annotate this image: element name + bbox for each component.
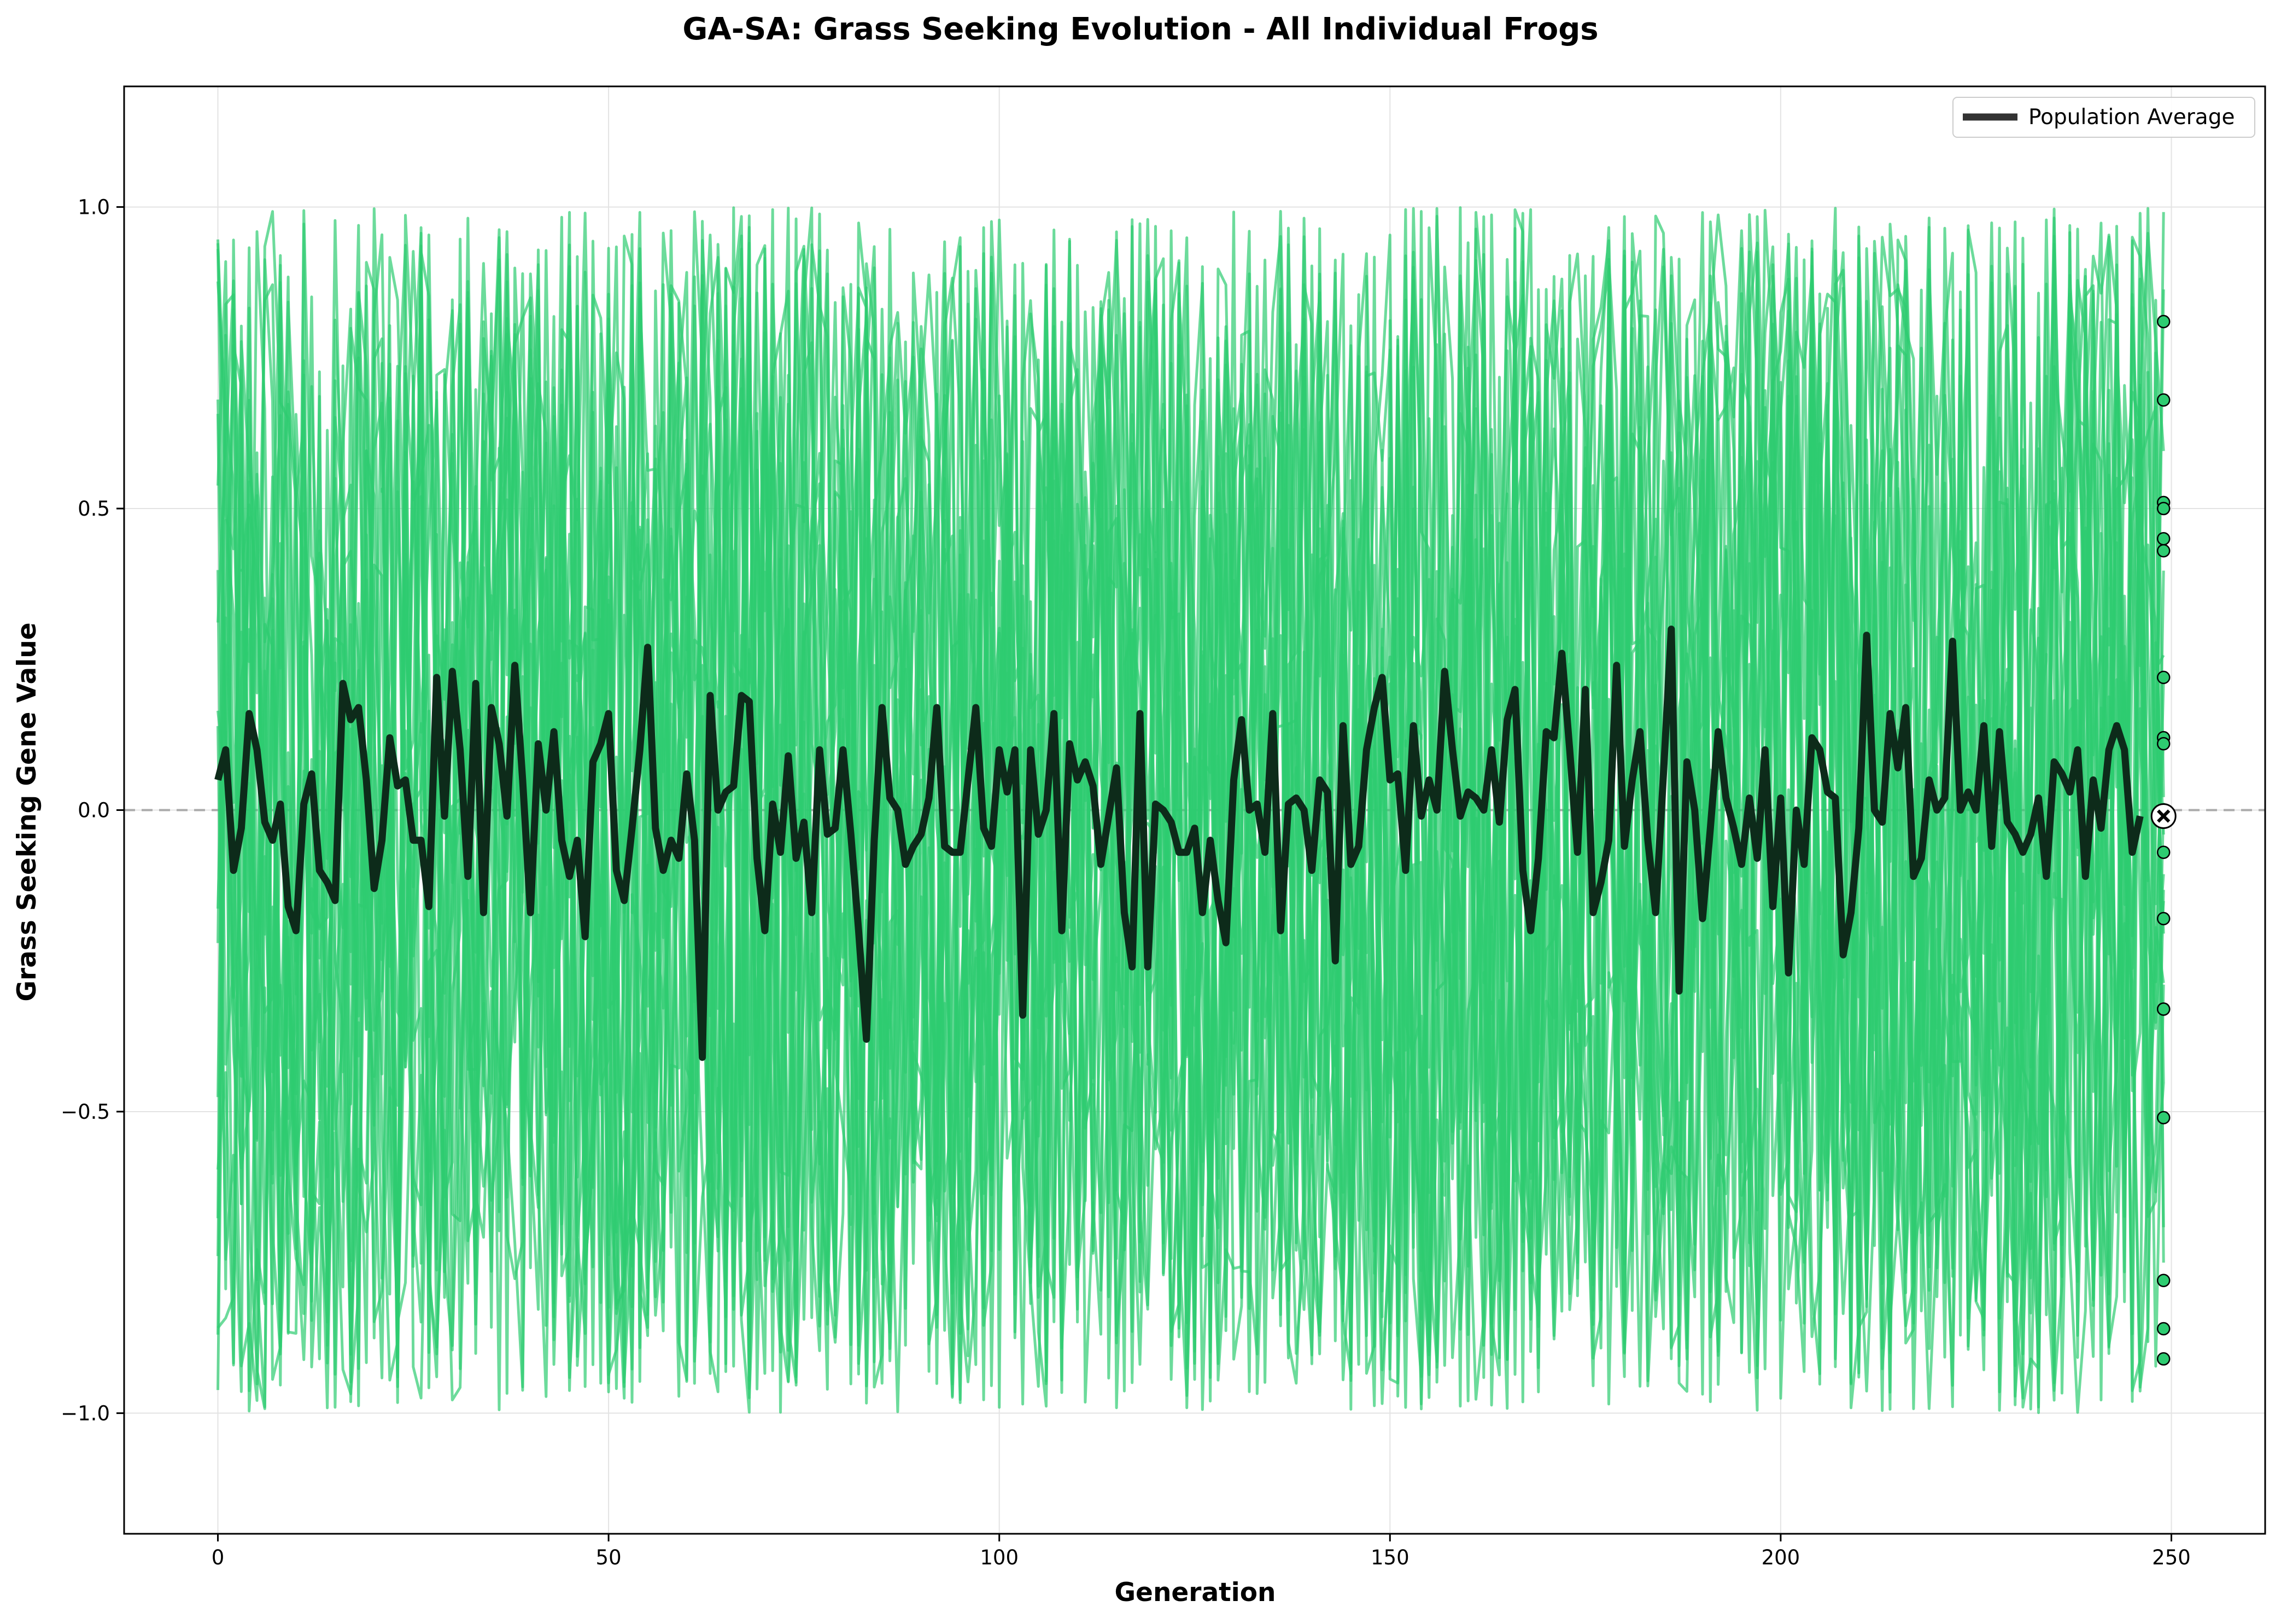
y-tick-label: 1.0 [78,196,110,219]
final-frog-marker [2156,737,2171,751]
x-tick-label: 250 [2152,1546,2191,1569]
population-average-layer [214,626,2144,1061]
final-frog-marker [2156,670,2171,685]
population-average-line [214,626,2144,1061]
y-tick-label: −1.0 [61,1401,110,1425]
legend: Population Average [1952,97,2255,138]
y-axis-ticks: −1.0 −0.5 0.0 0.5 1.0 [61,196,124,1425]
final-frog-marker [2156,1111,2171,1125]
x-tick-label: 0 [212,1546,225,1569]
x-tick-label: 100 [980,1546,1019,1569]
final-frog-marker [2156,912,2171,926]
final-generation-markers [2150,314,2177,1366]
legend-label-population-average: Population Average [2028,105,2235,130]
x-axis-label: Generation [1114,1578,1276,1608]
y-axis-label: Grass Seeking Gene Value [12,622,42,1001]
final-frog-marker [2156,1274,2171,1288]
y-tick-label: −0.5 [61,1100,110,1124]
y-tick-label: 0.0 [78,799,110,822]
x-tick-label: 50 [596,1546,622,1569]
frog-line [217,207,2165,1414]
final-frog-marker [2156,845,2171,859]
y-tick-label: 0.5 [78,497,110,521]
x-tick-label: 150 [1371,1546,1409,1569]
final-frog-marker [2156,1322,2171,1336]
x-tick-label: 200 [1762,1546,1800,1569]
final-average-x-icon [2157,809,2171,823]
final-frog-marker [2156,1002,2171,1016]
chart-title: GA-SA: Grass Seeking Evolution - All Ind… [682,11,1598,47]
final-frog-marker [2156,314,2171,329]
final-frog-marker [2156,531,2171,546]
final-frog-marker [2156,501,2171,516]
final-frog-marker [2156,1352,2171,1366]
final-frog-marker [2156,393,2171,407]
x-axis-ticks: 0 50 100 150 200 250 [212,1534,2191,1569]
final-frog-marker [2156,544,2171,558]
legend-box [1952,97,2255,138]
